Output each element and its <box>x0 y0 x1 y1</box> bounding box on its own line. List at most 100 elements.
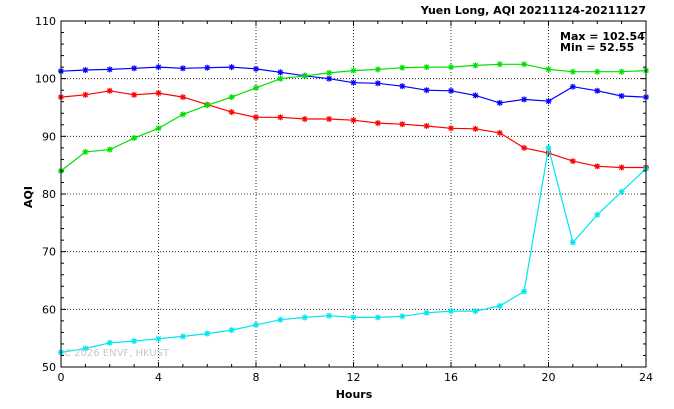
data-point-marker <box>326 75 333 82</box>
y-tick-label: 60 <box>42 303 56 316</box>
data-point-marker <box>569 83 576 90</box>
data-point-marker <box>496 99 503 106</box>
data-point-marker <box>618 92 625 99</box>
data-point-marker <box>253 65 259 72</box>
data-point-marker <box>521 61 528 68</box>
data-point-marker <box>350 314 357 321</box>
data-point-marker <box>326 69 333 76</box>
x-tick-label: 12 <box>347 371 361 384</box>
data-point-marker <box>472 92 479 99</box>
data-point-marker <box>448 64 454 71</box>
data-point-marker <box>496 61 503 68</box>
data-point-marker <box>472 308 479 315</box>
data-point-marker <box>253 84 259 91</box>
x-tick-label: 16 <box>444 371 458 384</box>
y-tick-label: 50 <box>42 361 56 374</box>
data-point-marker <box>423 122 430 129</box>
data-point-marker <box>155 64 162 71</box>
series-4 <box>58 144 649 356</box>
data-point-marker <box>472 62 479 69</box>
data-point-marker <box>545 144 552 151</box>
data-point-marker <box>179 333 186 340</box>
max-label: Max = 102.54 <box>560 30 645 43</box>
x-tick-label: 8 <box>253 371 260 384</box>
data-point-marker <box>179 65 186 72</box>
data-point-marker <box>521 288 528 295</box>
data-point-marker <box>277 114 284 121</box>
data-point-marker <box>106 87 113 94</box>
data-point-marker <box>618 68 625 75</box>
data-point-marker <box>350 67 357 74</box>
data-point-marker <box>326 116 333 123</box>
data-point-marker <box>131 135 138 142</box>
series-3 <box>58 61 649 174</box>
series-2 <box>58 87 649 171</box>
data-point-marker <box>106 339 113 346</box>
chart-title: Yuen Long, AQI 20211124-20211127 <box>420 4 646 17</box>
data-point-marker <box>399 313 406 320</box>
data-point-marker <box>594 68 601 75</box>
x-tick-label: 0 <box>58 371 65 384</box>
data-point-marker <box>106 146 113 153</box>
x-tick-label: 24 <box>639 371 653 384</box>
x-axis-title: Hours <box>336 388 373 401</box>
data-point-marker <box>277 75 284 82</box>
data-point-marker <box>618 188 625 195</box>
data-point-marker <box>131 338 138 345</box>
y-tick-label: 100 <box>35 73 56 86</box>
data-point-marker <box>155 335 162 342</box>
data-point-marker <box>569 68 576 75</box>
data-point-marker <box>228 64 235 71</box>
series-layer <box>58 61 649 356</box>
data-point-marker <box>204 64 211 71</box>
watermark: C 2026 ENVF, HKUST <box>64 348 170 359</box>
data-point-marker <box>155 90 162 97</box>
data-point-marker <box>569 239 576 246</box>
data-point-marker <box>106 66 113 73</box>
data-point-marker <box>301 314 308 321</box>
y-tick-label: 90 <box>42 130 56 143</box>
x-tick-label: 20 <box>542 371 556 384</box>
data-point-marker <box>326 312 333 319</box>
data-point-marker <box>521 144 528 151</box>
data-point-marker <box>423 309 430 316</box>
data-point-marker <box>82 148 89 155</box>
data-point-marker <box>350 79 357 86</box>
data-point-marker <box>521 96 528 103</box>
data-point-marker <box>545 66 552 73</box>
data-point-marker <box>131 91 138 98</box>
data-point-marker <box>399 64 406 71</box>
data-point-marker <box>448 125 454 132</box>
data-point-marker <box>82 91 89 98</box>
data-point-marker <box>179 111 186 118</box>
data-point-marker <box>374 66 381 73</box>
data-point-marker <box>399 121 406 128</box>
data-point-marker <box>179 94 186 101</box>
series-1 <box>58 64 649 106</box>
data-point-marker <box>228 94 235 101</box>
data-point-marker <box>301 72 308 79</box>
data-point-marker <box>423 87 430 94</box>
data-point-marker <box>594 211 601 218</box>
data-point-marker <box>155 125 162 132</box>
data-point-marker <box>301 116 308 123</box>
tick-marks <box>60 20 647 368</box>
data-point-marker <box>374 120 381 127</box>
data-point-marker <box>82 67 89 74</box>
data-point-marker <box>423 64 430 71</box>
data-point-marker <box>545 98 552 105</box>
data-point-marker <box>399 83 406 90</box>
data-point-marker <box>496 302 503 309</box>
y-tick-label: 80 <box>42 188 56 201</box>
data-point-marker <box>594 87 601 94</box>
data-point-marker <box>350 117 357 124</box>
data-point-marker <box>228 327 235 334</box>
data-point-marker <box>277 316 284 323</box>
data-point-marker <box>228 109 235 116</box>
data-point-marker <box>448 87 454 94</box>
y-tick-label: 110 <box>35 15 56 28</box>
data-point-marker <box>131 65 138 72</box>
data-point-marker <box>472 125 479 132</box>
y-tick-label: 70 <box>42 246 56 259</box>
